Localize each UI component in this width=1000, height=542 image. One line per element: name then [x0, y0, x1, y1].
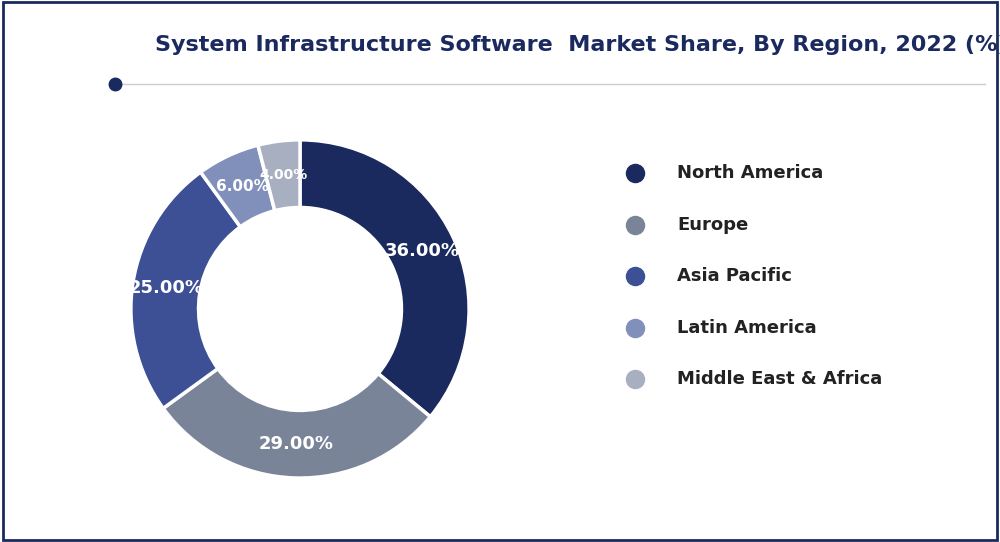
Wedge shape — [131, 172, 240, 408]
Text: System Infrastructure Software  Market Share, By Region, 2022 (%): System Infrastructure Software Market Sh… — [155, 35, 1000, 55]
Text: 6.00%: 6.00% — [216, 179, 269, 194]
Text: Asia Pacific: Asia Pacific — [677, 267, 792, 286]
Text: PRECEDENCE: PRECEDENCE — [31, 35, 98, 44]
Text: Europe: Europe — [677, 216, 748, 234]
Text: 4.00%: 4.00% — [259, 167, 307, 182]
Text: North America: North America — [677, 164, 823, 183]
Text: Middle East & Africa: Middle East & Africa — [677, 370, 882, 389]
Wedge shape — [258, 140, 300, 211]
Text: Latin America: Latin America — [677, 319, 817, 337]
Text: 29.00%: 29.00% — [258, 435, 333, 453]
Wedge shape — [201, 145, 275, 227]
Wedge shape — [300, 140, 469, 417]
Text: 25.00%: 25.00% — [129, 279, 204, 297]
Text: 36.00%: 36.00% — [385, 242, 460, 260]
Wedge shape — [163, 369, 430, 478]
Text: RESEARCH: RESEARCH — [38, 56, 91, 65]
